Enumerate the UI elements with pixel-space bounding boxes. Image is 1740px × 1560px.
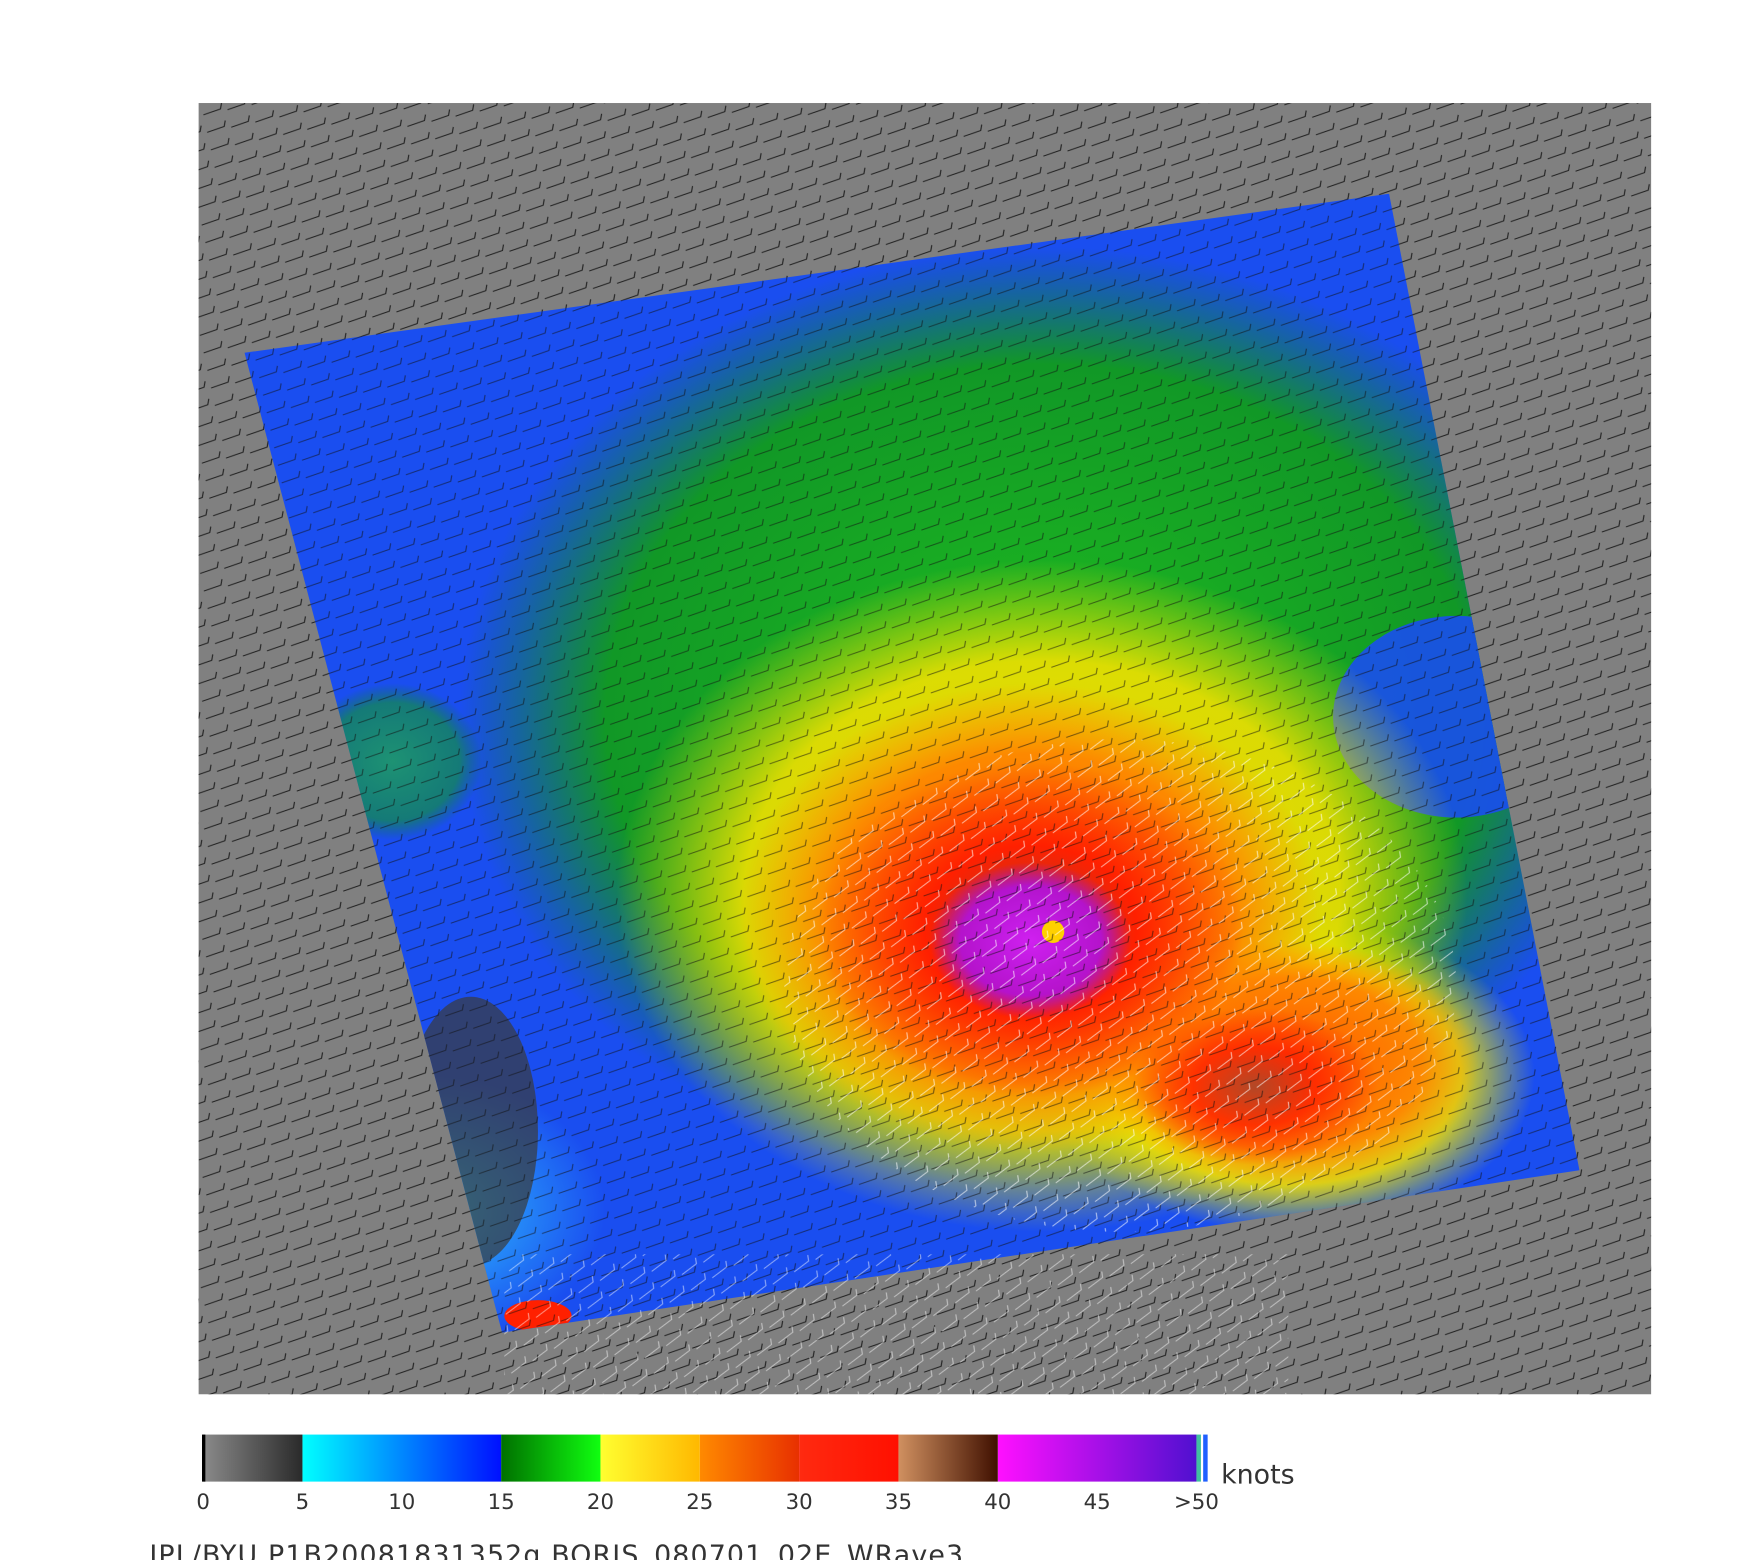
caption: JPL/BYU P1B20081831352q.BORIS_080701_02E… bbox=[147, 1540, 964, 1560]
colorbar-segment bbox=[997, 1434, 1197, 1482]
colorbar-tick-label: 45 bbox=[1084, 1490, 1111, 1515]
colorbar-tick-label: 15 bbox=[488, 1490, 515, 1515]
colorbar-segment bbox=[203, 1434, 303, 1482]
colorbar bbox=[201, 1434, 1208, 1482]
colorbar-segment bbox=[699, 1434, 800, 1482]
colorbar-tick-label: 35 bbox=[885, 1490, 912, 1515]
swath bbox=[244, 193, 1580, 1333]
colorbar-segment bbox=[501, 1434, 601, 1482]
colorbar-segment bbox=[302, 1434, 502, 1482]
colorbar-tick-label: 20 bbox=[587, 1490, 614, 1515]
colorbar-stripe bbox=[1196, 1434, 1201, 1482]
colorbar-tick-label: 40 bbox=[984, 1490, 1011, 1515]
colorbar-tick-label: >50 bbox=[1174, 1490, 1219, 1515]
colorbar-tick-label: 5 bbox=[296, 1490, 310, 1515]
map-area bbox=[198, 103, 1652, 1395]
colorbar-segment bbox=[898, 1434, 998, 1482]
wind-barbs-white bbox=[504, 1254, 1289, 1395]
colorbar-unit: knots bbox=[1221, 1460, 1295, 1491]
colorbar-tick-label: 0 bbox=[196, 1490, 210, 1515]
colorbar-tick-label: 30 bbox=[786, 1490, 813, 1515]
colorbar-segment bbox=[600, 1434, 700, 1482]
colorbar-segment bbox=[799, 1434, 899, 1482]
colorbar-tick-label: 10 bbox=[388, 1490, 415, 1515]
colorbar-tick-label: 25 bbox=[686, 1490, 713, 1515]
colorbar-stripe bbox=[1203, 1434, 1208, 1482]
